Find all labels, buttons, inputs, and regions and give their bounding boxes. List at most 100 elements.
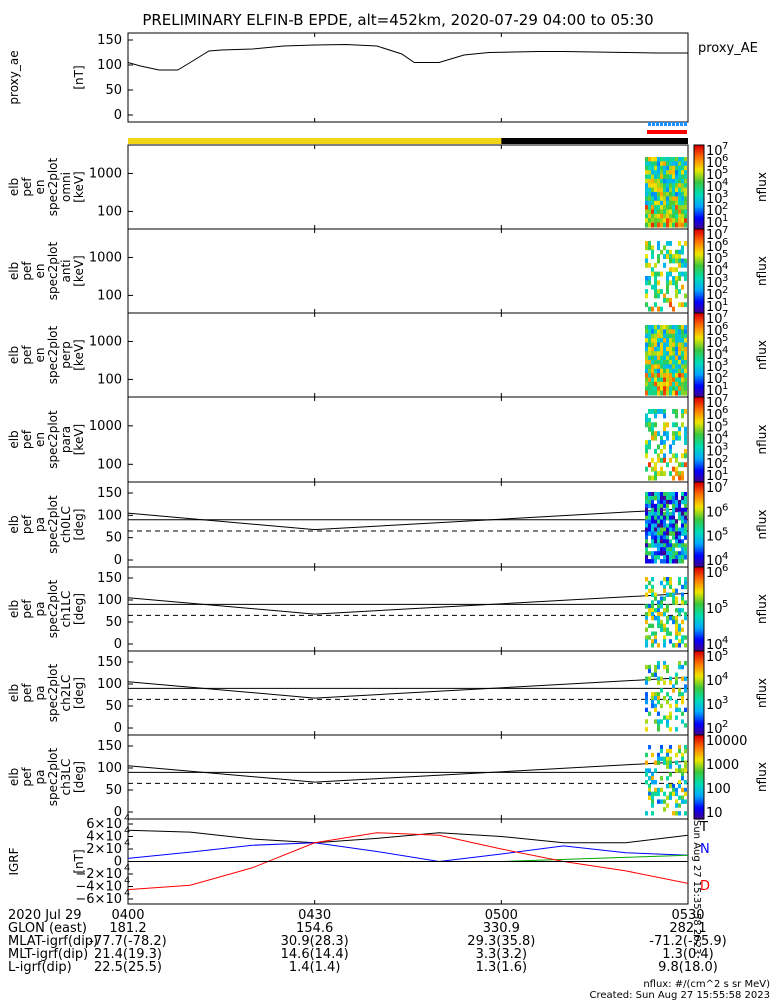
pitch-angle-cell — [681, 495, 684, 501]
spectrogram-cell — [657, 218, 660, 224]
spectrogram-cell — [657, 444, 660, 450]
footer-value: 9.8(18.0) — [658, 960, 718, 975]
pitch-angle-cell — [681, 711, 684, 716]
colorbar-segment — [694, 439, 704, 443]
pitch-angle-cell — [660, 527, 663, 532]
spectrogram-cell — [684, 276, 687, 281]
colorbar-segment — [694, 697, 704, 700]
pitch-angle-cell — [678, 511, 681, 517]
spectrogram-cell — [663, 426, 666, 432]
science-zone-blue — [680, 122, 683, 126]
pitch-angle-cell — [678, 507, 681, 513]
colorbar-tick-label: 10 — [706, 469, 723, 484]
pitch-angle-cell — [681, 787, 684, 793]
spectrogram-cell — [654, 466, 657, 472]
colorbar-tick-label: 10 — [706, 216, 723, 231]
colorbar-segment — [694, 252, 704, 255]
spectrogram-cell — [654, 471, 657, 477]
colorbar-tick-exponent: 1 — [722, 381, 728, 392]
spectrogram-cell — [672, 342, 675, 348]
pitch-angle-cell — [681, 676, 684, 681]
spectrogram-cell — [678, 426, 681, 432]
spectrogram-cell — [672, 213, 675, 219]
pitch-angle-cell — [663, 696, 666, 701]
pitch-angle-cell — [654, 531, 657, 536]
colorbar-tick-exponent: 2 — [722, 454, 728, 465]
spectrogram-cell — [678, 192, 681, 197]
colorbar-tick-label: 10 — [706, 530, 723, 545]
spectrogram-cell — [663, 377, 666, 383]
colorbar-segment — [694, 509, 704, 513]
spectrogram-cell — [675, 174, 678, 180]
pitch-angle-cell — [663, 499, 666, 505]
colorbar-segment — [694, 560, 704, 564]
pitch-angle-cell — [669, 764, 672, 769]
colorbar-tick-label: 10 — [706, 698, 723, 713]
colorbar-tick-label: 10 — [706, 650, 723, 665]
colorbar-segment — [694, 321, 704, 325]
colorbar-segment — [694, 437, 704, 441]
pitch-angle-cell — [663, 680, 666, 685]
colorbar-tick-label: 10 — [706, 806, 723, 821]
spectrogram-cell — [660, 157, 663, 162]
pitch-angle-cell — [678, 623, 681, 629]
pitch-angle-cell — [666, 503, 669, 509]
pitch-angle-cell — [669, 584, 672, 590]
spectrogram-cell — [669, 174, 672, 180]
pitch-angle-cell — [672, 555, 675, 560]
pitch-angle-cell — [654, 515, 657, 521]
spectrogram-cell — [684, 440, 687, 445]
pitch-angle-cell — [669, 559, 672, 564]
pitch-angle-cell — [669, 492, 672, 497]
spectrogram-cell — [657, 338, 660, 343]
spectrogram-cell — [678, 170, 681, 175]
spectrogram-cell — [675, 161, 678, 167]
spectrogram-cell — [663, 390, 666, 396]
spectrogram-cell — [654, 161, 657, 167]
spectrogram-cell — [654, 196, 657, 202]
pitch-angle-cell — [681, 756, 684, 762]
pitch-angle-cell — [678, 515, 681, 521]
spectrogram-cell — [663, 174, 666, 180]
spectrogram-cell — [651, 368, 654, 374]
spectrogram-cell — [663, 325, 666, 330]
colorbar-segment — [694, 214, 704, 217]
spectrogram-cell — [651, 355, 654, 361]
spectrogram-cell — [663, 293, 666, 299]
night-bar — [501, 138, 688, 144]
colorbar-segment — [694, 600, 704, 604]
pitch-angle-cell — [648, 499, 651, 505]
spectrogram-cell — [663, 200, 666, 206]
colorbar-segment — [694, 352, 704, 356]
pitch-angle-cell — [645, 577, 648, 582]
colorbar-segment — [694, 558, 704, 562]
spectrogram-cell — [663, 213, 666, 219]
colorbar-segment — [694, 579, 704, 583]
colorbar-segment — [694, 573, 704, 576]
colorbar-segment — [694, 279, 704, 283]
pitch-angle-cell — [648, 711, 651, 716]
colorbar-segment — [694, 798, 704, 801]
pitch-angle-cell — [684, 768, 687, 773]
colorbar-tick-label: 10 — [706, 228, 723, 243]
y-tick-label: 150 — [97, 486, 122, 501]
spectrogram-cell — [681, 218, 684, 224]
y-axis-label: elb — [7, 600, 21, 618]
pitch-angle-cell — [651, 527, 654, 532]
pitch-angle-cell — [675, 527, 678, 532]
spectrogram-cell — [678, 346, 681, 352]
spectrogram-cell — [681, 183, 684, 189]
pitch-angle-cell — [657, 661, 660, 666]
pitch-angle-cell — [651, 623, 654, 629]
colorbar-tick-label: 10 — [706, 312, 723, 327]
spectrogram-cell — [651, 192, 654, 197]
pitch-angle-cell — [666, 492, 669, 497]
igrf-N-line — [127, 842, 689, 863]
pitch-angle-cell — [645, 499, 648, 505]
pitch-angle-cell — [681, 492, 684, 497]
spectrogram-cell — [678, 271, 681, 277]
pitch-angle-cell — [666, 499, 669, 505]
spectrogram-cell — [660, 360, 663, 365]
colorbar-tick-exponent: 2 — [722, 285, 728, 296]
colorbar-segment — [694, 473, 704, 477]
